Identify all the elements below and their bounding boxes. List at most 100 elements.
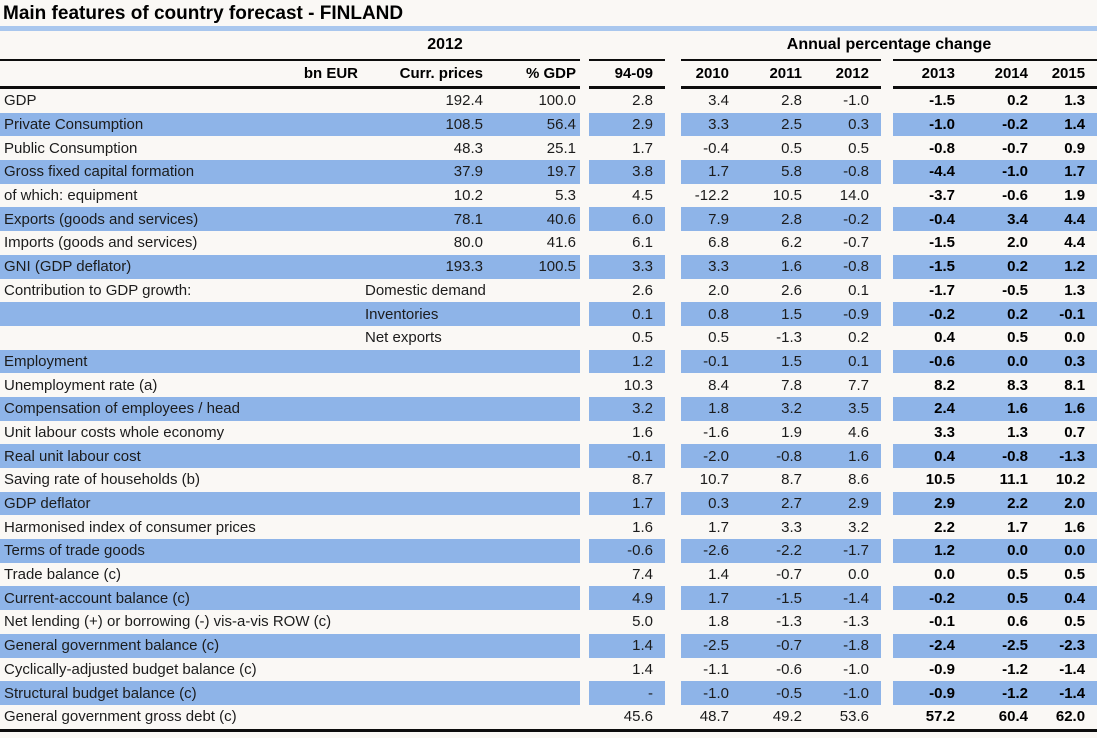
cell-2011: 5.8 [741,160,814,184]
cell-pct-gdp [495,396,580,421]
column-gap [881,184,893,208]
cell-2014: 0.0 [967,349,1040,374]
column-gap [580,421,589,445]
cell-2014: -0.8 [967,444,1040,468]
cell-2011: 6.2 [781,234,802,252]
cell-2010: -1.1 [703,660,729,678]
group-header-spacer [0,31,360,59]
column-gap [665,160,681,184]
cell-2015: 8.1 [1064,376,1086,394]
col-header-2010: 2010 [695,65,729,82]
cell-2012: 2.9 [814,491,881,516]
cell-2010: -2.6 [681,539,741,563]
cell-2013: -0.2 [893,586,967,611]
cell-2011: -0.6 [776,660,802,678]
row-label: Real unit labour cost [0,444,360,468]
cell-94-09: 4.5 [632,187,653,205]
cell-2010: 0.5 [708,329,729,347]
cell-2014: 11.1 [999,471,1028,489]
cell-2014: 0.2 [1007,92,1028,110]
row-label: Public Consumption [4,139,138,157]
cell-2011: 0.5 [781,139,802,157]
column-gap [665,207,681,231]
column-gap [580,634,589,658]
column-gap [881,515,893,539]
cell-2015: 1.4 [1040,112,1097,137]
cell-2015: 0.5 [1064,566,1086,584]
cell-2014: 0.0 [967,539,1040,563]
column-gap [580,492,589,516]
cell-2015: -2.3 [1040,633,1097,658]
row-label: Exports (goods and services) [0,207,360,232]
cell-pct-gdp: 41.6 [546,234,576,252]
cell-2013: 10.5 [925,471,955,489]
forecast-table: 2012 Annual percentage change bn EUR Cur… [0,31,1097,732]
column-gap [881,113,893,137]
row-sublabel: Inventories [360,302,580,326]
table-row: Real unit labour cost -0.1 -2.0 -0.8 1.6 0.4-… [0,444,1097,468]
cell-94-09: 1.7 [632,139,653,157]
cell-2011: 1.9 [781,423,802,441]
cell-2010: 1.7 [708,518,729,536]
cell-2010: -1.0 [681,681,741,705]
cell-2015: 2.0 [1040,491,1097,516]
cell-2013: 0.4 [893,444,967,468]
cell-2012: 3.2 [848,518,869,536]
cell-2013: 2.9 [893,491,967,516]
column-gap [580,350,589,374]
column-gap [881,136,893,160]
cell-2015: 0.5 [1064,613,1086,631]
cell-94-09: 3.2 [589,396,665,421]
column-gap [580,279,589,303]
column-gap [580,610,589,634]
row-label: Structural budget balance (c) [0,681,360,705]
cell-94-09: 2.9 [589,112,665,137]
cell-curr-prices [360,349,495,374]
cell-2013: 57.2 [925,708,955,726]
table-row: Exports (goods and services) 78.1 40.6 6.0 7… [0,207,1097,232]
table-row: Unemployment rate (a) 10.3 8.4 7.8 7.7 8.2 8.3… [0,373,1097,397]
cell-2015: -1.4 [1059,660,1086,678]
cell-94-09: 6.1 [632,234,653,252]
cell-2011: -1.3 [776,613,802,631]
column-gap [665,539,681,563]
table-row: Trade balance (c) 7.4 1.4 -0.7 0.0 0.0 0.5 0.5 [0,563,1097,587]
table-row: of which: equipment 10.2 5.3 4.5 -12.2 10.5 14… [0,184,1097,208]
cell-2010: 6.8 [708,234,729,252]
cell-2015: 62.0 [1055,708,1086,726]
cell-2011: 2.8 [741,207,814,232]
cell-2011: 49.2 [772,708,802,726]
column-gap [665,421,681,445]
column-gap [580,302,589,326]
rule-segment [589,86,665,89]
row-label: Trade balance (c) [4,566,121,584]
cell-2013: -3.7 [929,187,955,205]
cell-2010: -1.6 [703,423,729,441]
col-header-94-09: 94-09 [614,65,653,82]
cell-2013: 3.3 [934,423,955,441]
cell-2012: -0.9 [814,302,881,326]
table-row: General government gross debt (c) 45.6 48.… [0,705,1097,730]
cell-2011: 2.7 [741,491,814,516]
cell-2012: -1.0 [843,660,869,678]
column-gap [881,279,893,303]
table-row: Compensation of employees / head 3.2 1.8 3.… [0,396,1097,421]
column-gap [881,634,893,658]
cell-2014: 2.2 [967,491,1040,516]
cell-2013: 2.4 [893,396,967,421]
row-label: Unemployment rate (a) [4,376,158,394]
column-gap [580,207,589,231]
column-gap [665,255,681,279]
column-gap [665,444,681,468]
cell-94-09: 1.4 [632,660,653,678]
cell-2015: -0.1 [1040,302,1097,326]
column-gap [881,444,893,468]
cell-2012: 53.6 [839,708,869,726]
cell-2014: -2.5 [967,633,1040,658]
column-gap [665,634,681,658]
cell-94-09: 7.4 [632,566,653,584]
column-gap [580,658,589,682]
cell-2012: -1.3 [843,613,869,631]
cell-pct-gdp [495,515,580,539]
cell-curr-prices [360,468,495,492]
